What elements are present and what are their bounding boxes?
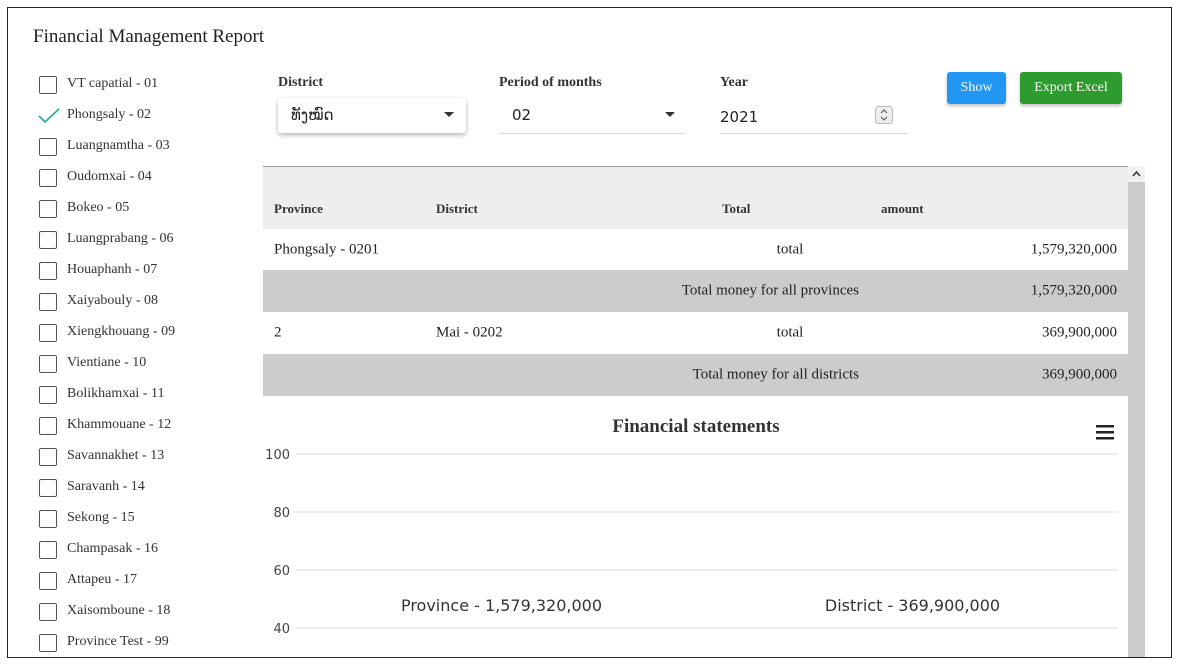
spinner[interactable] (875, 106, 893, 124)
window: Financial Management Report VT capatial … (7, 7, 1172, 658)
scroll-up[interactable] (1128, 166, 1145, 182)
cell: total (776, 241, 804, 257)
table-header: Province District Total amount (263, 166, 1128, 230)
province-label[interactable]: Luangnamtha - 03 (67, 138, 170, 153)
checkbox[interactable] (39, 200, 57, 218)
province-label[interactable]: Khammouane - 12 (67, 417, 172, 432)
scrollbar[interactable] (1128, 166, 1145, 657)
filter-label: Period of months (499, 75, 602, 90)
column-header: Total (722, 201, 751, 216)
y-tick-label: 80 (273, 506, 290, 521)
check-mark (38, 108, 60, 124)
filter-label: District (278, 75, 324, 90)
select-value: 02 (512, 106, 532, 124)
province-label[interactable]: Sekong - 15 (67, 510, 135, 525)
checkbox[interactable] (39, 417, 57, 435)
province-label[interactable]: Province Test - 99 (67, 634, 169, 649)
province-label[interactable]: Attapeu - 17 (67, 572, 137, 587)
checkbox[interactable] (39, 448, 57, 466)
cell: Phongsaly - 0201 (274, 241, 379, 257)
province-label[interactable]: Xaisomboune - 18 (67, 603, 171, 618)
cell: 369,900,000 (1042, 324, 1117, 341)
filter-label: Year (720, 75, 748, 90)
checkbox[interactable] (39, 324, 57, 342)
province-label[interactable]: Vientiane - 10 (67, 355, 147, 370)
data-label: District - 369,900,000 (825, 596, 1000, 615)
province-label[interactable]: Houaphanh - 07 (67, 262, 158, 277)
cell: 2 (274, 324, 282, 341)
data-label: Province - 1,579,320,000 (401, 596, 602, 615)
table-row: 2 Mai - 0202 total 369,900,000 (263, 312, 1128, 354)
column-header: Province (274, 201, 323, 216)
cell: Total money for all provinces (681, 282, 859, 299)
province-label[interactable]: Champasak - 16 (67, 541, 158, 556)
checkbox[interactable] (39, 603, 57, 621)
page-title: Financial Management Report (33, 26, 265, 47)
column-header: amount (881, 201, 924, 216)
export-button[interactable]: Export Excel (1020, 72, 1122, 104)
province-label[interactable]: Saravanh - 14 (67, 479, 145, 494)
checkbox[interactable] (39, 634, 57, 652)
checkbox[interactable] (39, 262, 57, 280)
province-label[interactable]: Xiengkhouang - 09 (67, 324, 176, 339)
checkbox[interactable] (39, 76, 57, 94)
province-label[interactable]: VT capatial - 01 (67, 76, 159, 91)
province-label[interactable]: Phongsaly - 02 (67, 107, 151, 122)
y-tick-label: 40 (273, 622, 290, 637)
year-input[interactable]: 2021 (720, 98, 908, 134)
cell: Total money for all districts (692, 366, 859, 383)
cell: Mai - 0202 (436, 324, 503, 341)
province-label[interactable]: Savannakhet - 13 (67, 448, 165, 463)
cell: total (776, 324, 804, 341)
checkbox[interactable] (39, 572, 57, 590)
checkbox[interactable] (39, 479, 57, 497)
checkbox[interactable] (39, 355, 57, 373)
cell: 1,579,320,000 (1030, 241, 1117, 257)
cell: 1,579,320,000 (1030, 282, 1117, 299)
chart: Financial statements 40 60 80 100 Province -… (265, 416, 1118, 637)
district-select[interactable]: ທັງໝົດ (278, 98, 466, 133)
province-label[interactable]: Oudomxai - 04 (67, 169, 152, 184)
checkbox[interactable] (39, 293, 57, 311)
y-tick-label: 60 (273, 564, 290, 579)
checkbox[interactable] (39, 386, 57, 404)
menu-icon[interactable] (1096, 425, 1114, 440)
checkbox[interactable] (39, 541, 57, 559)
province-label[interactable]: Bolikhamxai - 11 (67, 386, 165, 401)
checkbox[interactable] (39, 169, 57, 187)
checkbox[interactable] (39, 510, 57, 528)
checkbox[interactable] (39, 231, 57, 249)
dropdown-arrow (665, 112, 675, 117)
cell: 369,900,000 (1042, 366, 1117, 383)
province-label[interactable]: Luangprabang - 06 (67, 231, 174, 246)
column-header: District (436, 201, 478, 216)
checkbox[interactable] (39, 138, 57, 156)
province-label[interactable]: Bokeo - 05 (67, 200, 130, 215)
show-button[interactable]: Show (947, 72, 1006, 104)
input-value: 2021 (720, 108, 759, 126)
y-tick-label: 100 (265, 448, 290, 463)
period-select[interactable]: 02 (499, 98, 686, 134)
summary-row: Total money for all provinces 1,579,320,… (263, 270, 1128, 312)
province-label[interactable]: Xaiyabouly - 08 (67, 293, 158, 308)
checkbox[interactable] (38, 107, 60, 125)
chart-title: Financial statements (612, 416, 779, 437)
summary-row: Total money for all districts 369,900,00… (263, 354, 1128, 396)
table-row: Phongsaly - 0201 total 1,579,320,000 (263, 229, 1128, 270)
select-value: ທັງໝົດ (291, 106, 334, 124)
dropdown-arrow (444, 112, 454, 117)
